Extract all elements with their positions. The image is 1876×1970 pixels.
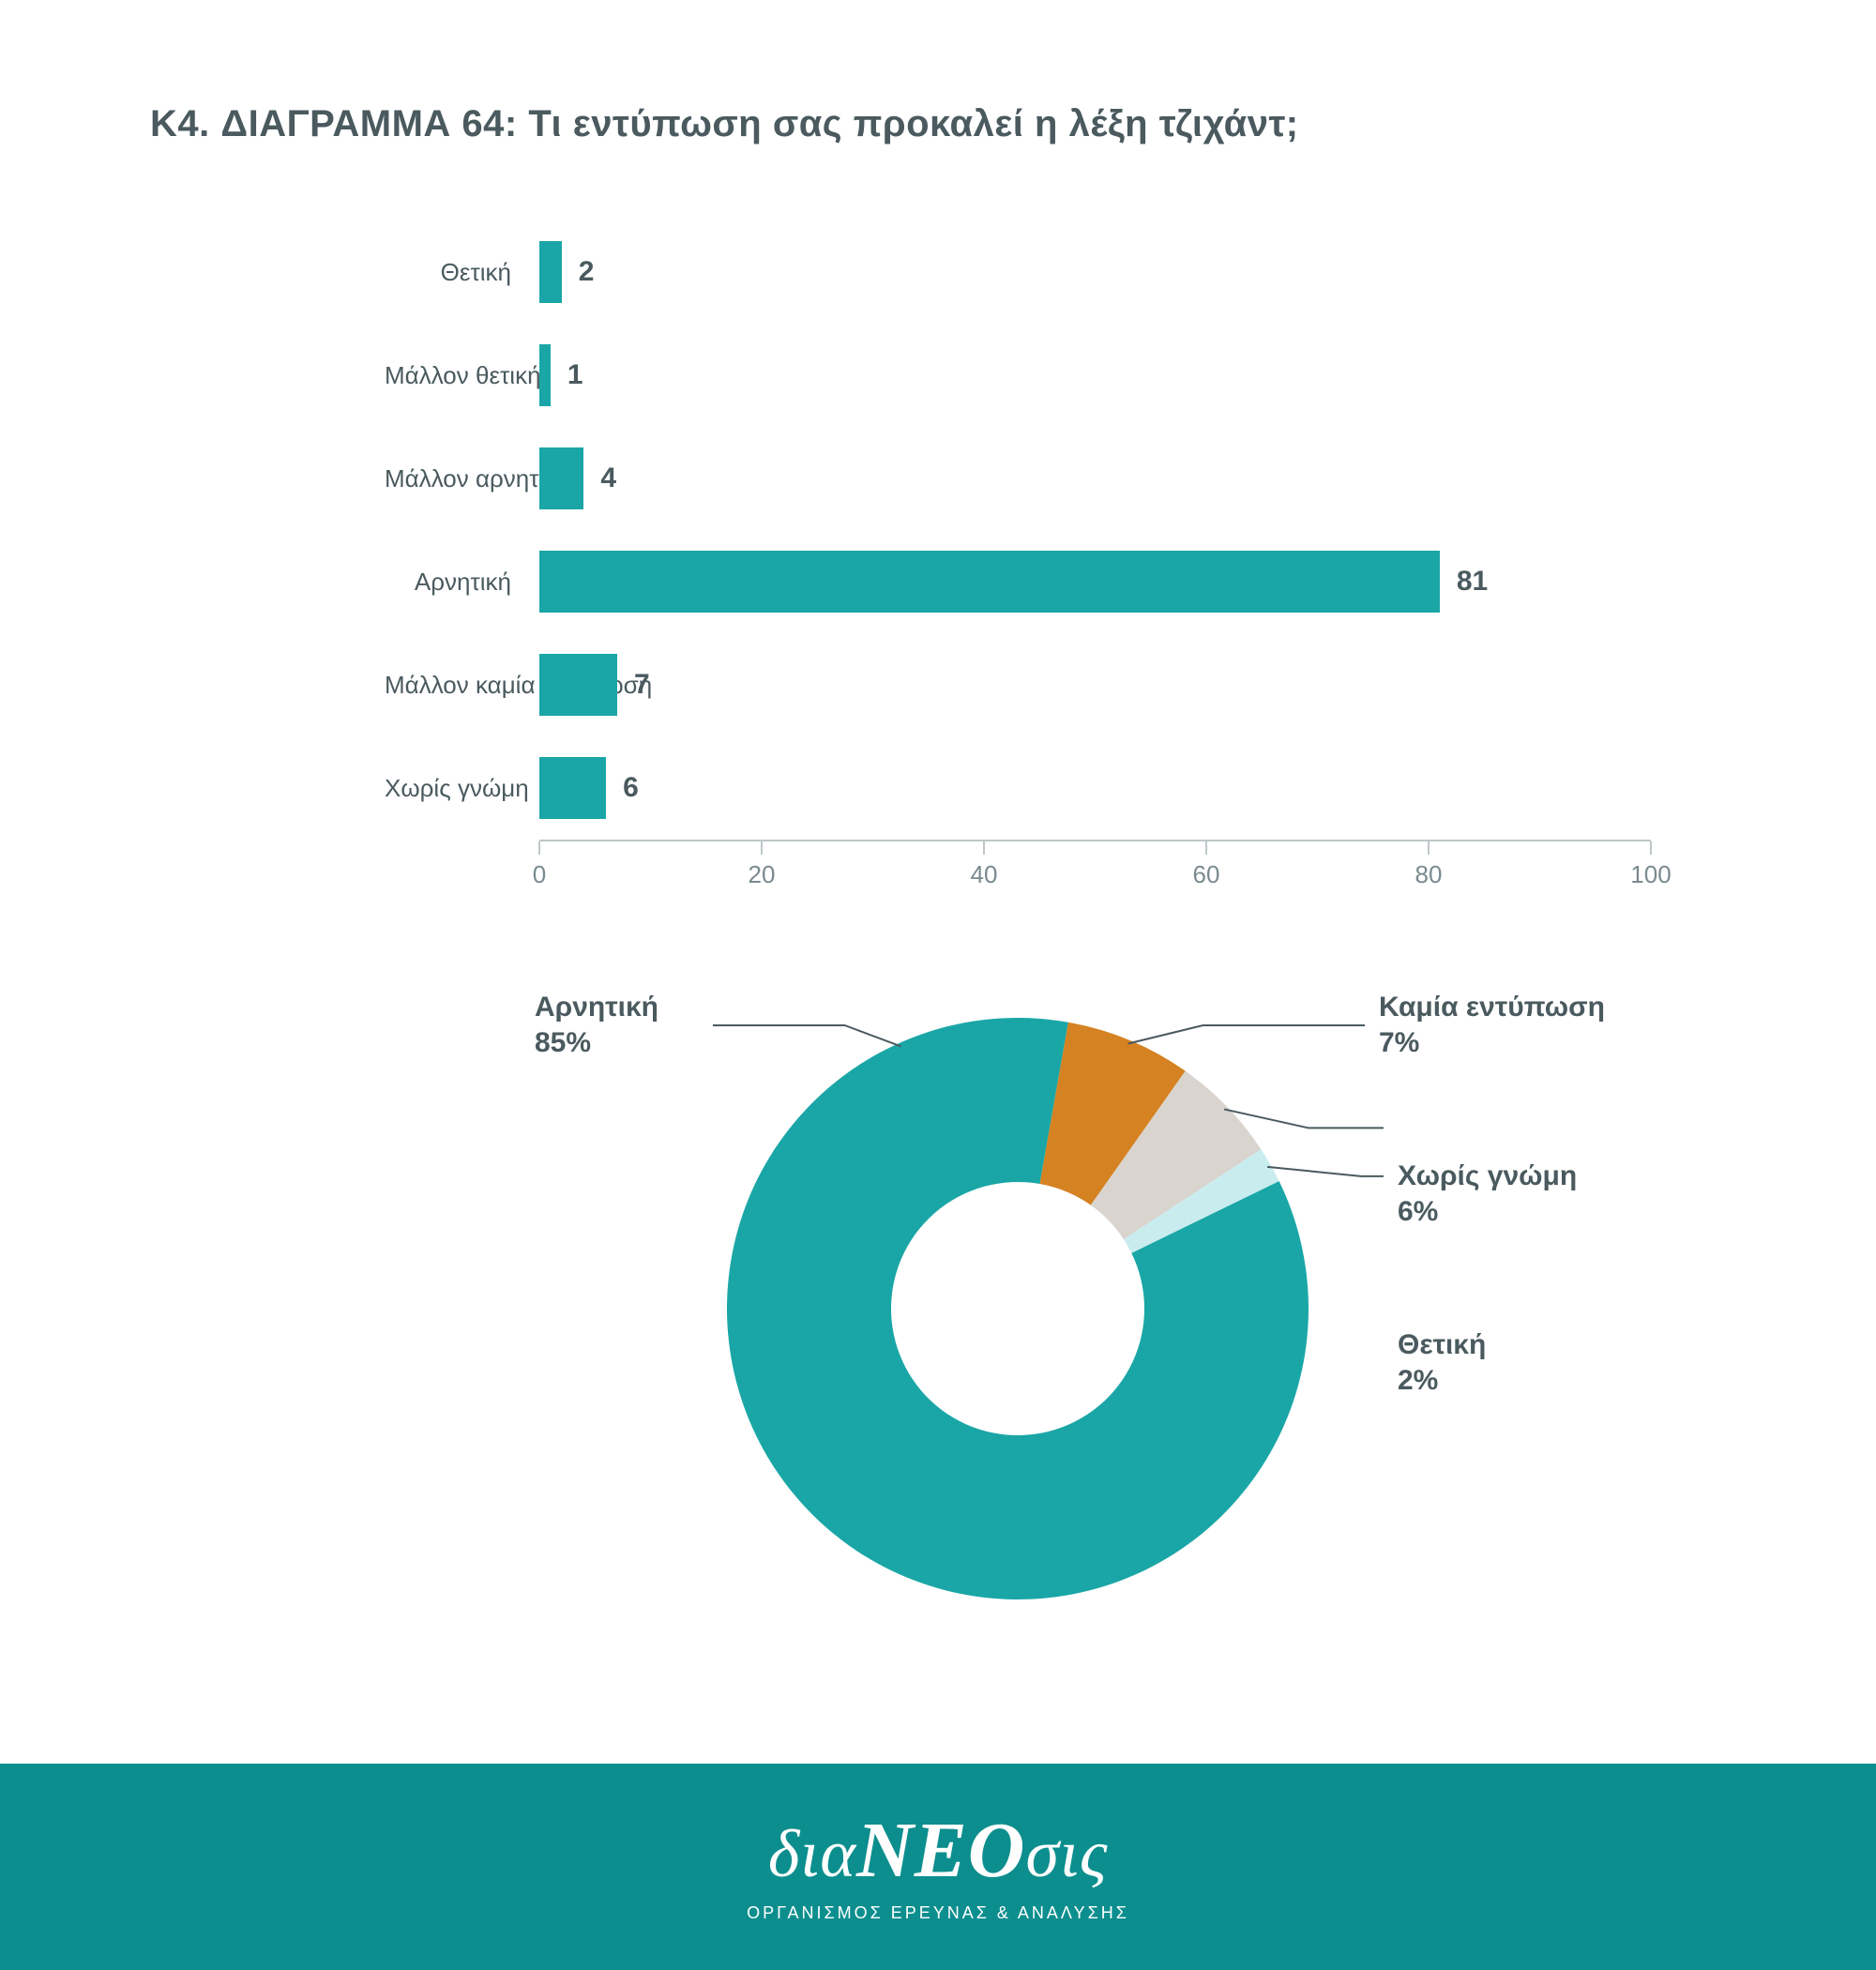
bar-row: Μάλλον αρνητική 4 bbox=[385, 427, 1651, 530]
logo-prefix: δια bbox=[768, 1816, 856, 1891]
x-tick-label: 20 bbox=[749, 860, 776, 889]
footer: διαΝΕΟσις ΟΡΓΑΝΙΣΜΟΣ ΕΡΕΥΝΑΣ & ΑΝΑΛΥΣΗΣ bbox=[0, 1764, 1876, 1970]
bar-row: Μάλλον θετική 1 bbox=[385, 324, 1651, 427]
donut-label-pct: 2% bbox=[1398, 1363, 1486, 1399]
bar-value-label: 1 bbox=[567, 359, 583, 391]
donut-chart: Αρνητική85% Καμία εντύπωση7% Χωρίς γνώμη6%… bbox=[385, 971, 1651, 1646]
donut-label-pct: 85% bbox=[535, 1025, 658, 1061]
bar-x-axis: 020406080100 bbox=[539, 840, 1651, 896]
leader-line bbox=[713, 1025, 901, 1046]
bar-fill bbox=[539, 241, 562, 303]
x-tick-label: 0 bbox=[533, 860, 546, 889]
donut-label: Αρνητική85% bbox=[535, 990, 658, 1060]
footer-subtitle: ΟΡΓΑΝΙΣΜΟΣ ΕΡΕΥΝΑΣ & ΑΝΑΛΥΣΗΣ bbox=[747, 1903, 1129, 1923]
donut-label-text: Χωρίς γνώμη bbox=[1398, 1160, 1577, 1191]
donut-label-pct: 6% bbox=[1398, 1194, 1577, 1230]
bar-value-label: 6 bbox=[623, 772, 639, 804]
bar-fill bbox=[539, 344, 551, 406]
bar-row: Θετική 2 bbox=[385, 220, 1651, 324]
leader-line bbox=[1128, 1025, 1365, 1043]
chart-title: K4. ΔΙΑΓΡΑΜΜΑ 64: Τι εντύπωση σας προκαλ… bbox=[150, 103, 1726, 145]
leader-line bbox=[1224, 1109, 1384, 1128]
bar-fill bbox=[539, 447, 583, 509]
bar-value-label: 2 bbox=[579, 256, 595, 288]
x-tick-label: 80 bbox=[1415, 860, 1443, 889]
bar-fill bbox=[539, 654, 617, 716]
footer-logo: διαΝΕΟσις bbox=[768, 1811, 1108, 1890]
donut-label: Θετική2% bbox=[1398, 1327, 1486, 1398]
x-tick-label: 40 bbox=[971, 860, 998, 889]
bar-row: Μάλλον καμία εντύπωση 7 bbox=[385, 633, 1651, 736]
donut-label-pct: 7% bbox=[1379, 1025, 1605, 1061]
logo-suffix: σις bbox=[1025, 1816, 1108, 1891]
bar-category-label: Χωρίς γνώμη bbox=[385, 774, 539, 803]
bar-category-label: Μάλλον αρνητική bbox=[385, 464, 539, 493]
bar-category-label: Μάλλον θετική bbox=[385, 361, 539, 390]
donut-label: Χωρίς γνώμη6% bbox=[1398, 1159, 1577, 1229]
bar-fill bbox=[539, 757, 606, 819]
donut-label: Καμία εντύπωση7% bbox=[1379, 990, 1605, 1060]
donut-label-text: Αρνητική bbox=[535, 992, 658, 1023]
bar-row: Αρνητική 81 bbox=[385, 530, 1651, 633]
donut-label-text: Καμία εντύπωση bbox=[1379, 992, 1605, 1023]
bar-fill bbox=[539, 551, 1440, 613]
bar-value-label: 4 bbox=[600, 462, 616, 494]
bar-chart: Θετική 2 Μάλλον θετική 1 Μάλλον αρνητική 4 Αρν… bbox=[385, 220, 1651, 896]
logo-mid: ΝΕΟ bbox=[856, 1807, 1025, 1894]
bar-value-label: 7 bbox=[634, 669, 650, 701]
donut-label-text: Θετική bbox=[1398, 1329, 1486, 1360]
x-tick-label: 60 bbox=[1193, 860, 1220, 889]
bar-row: Χωρίς γνώμη 6 bbox=[385, 736, 1651, 840]
leader-line bbox=[1267, 1167, 1384, 1176]
bar-category-label: Θετική bbox=[385, 258, 539, 287]
donut-svg bbox=[385, 971, 1651, 1646]
x-tick-label: 100 bbox=[1630, 860, 1671, 889]
bar-category-label: Μάλλον καμία εντύπωση bbox=[385, 671, 539, 700]
bar-category-label: Αρνητική bbox=[385, 568, 539, 597]
bar-value-label: 81 bbox=[1457, 566, 1488, 598]
